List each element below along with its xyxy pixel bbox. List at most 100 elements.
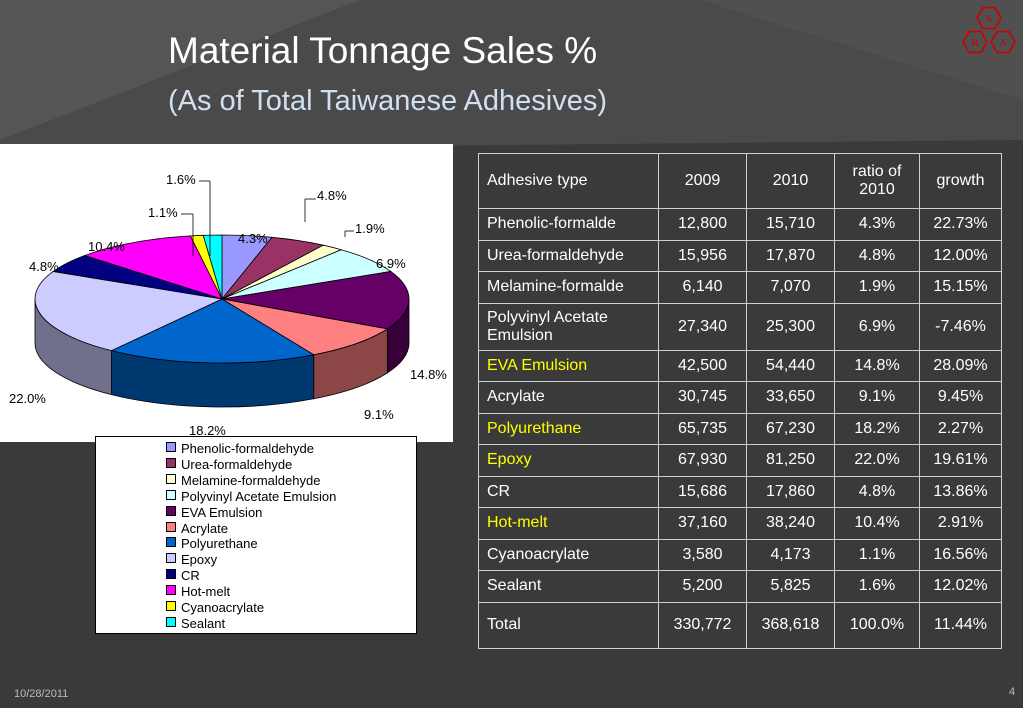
legend-label: Acrylate xyxy=(181,520,228,536)
table-cell: 3,580 xyxy=(658,538,747,571)
table-cell: 13.86% xyxy=(919,475,1002,508)
legend-label: Cyanoacrylate xyxy=(181,600,265,615)
table-cell: 19.61% xyxy=(919,444,1002,477)
legend-item: Cyanoacrylate xyxy=(166,600,264,615)
table-header-cell: growth xyxy=(919,153,1002,209)
table-row: CR 15,686 17,860 4.8% 13.86% xyxy=(478,475,1002,508)
table-cell: 65,735 xyxy=(658,412,747,445)
pie-slice-eva-emulsion xyxy=(221,271,410,330)
adhesive-type-cell: Hot-melt xyxy=(478,507,659,540)
table-row: Total 330,772 368,618 100.0% 11.44% xyxy=(478,601,1002,649)
table-cell: 12,800 xyxy=(658,208,747,241)
adhesive-type-cell: Melamine-formalde xyxy=(478,271,659,304)
table-cell: 17,870 xyxy=(746,239,835,272)
table-cell: 18.2% xyxy=(834,412,920,445)
table-cell: 4,173 xyxy=(746,538,835,571)
table-cell: 10.4% xyxy=(834,507,920,540)
adhesive-type-cell: Phenolic-formalde xyxy=(478,208,659,241)
legend-swatch xyxy=(166,489,176,500)
table-cell: 6.9% xyxy=(834,302,920,351)
adhesive-type-cell: Urea-formaldehyde xyxy=(478,239,659,272)
pie-data-label: 1.9% xyxy=(355,221,385,236)
table-cell: 15,686 xyxy=(658,475,747,508)
table-cell: 33,650 xyxy=(746,381,835,414)
legend-label: Epoxy xyxy=(181,552,218,568)
legend-item: CR xyxy=(166,568,200,583)
slide-page-number: 4 xyxy=(1009,686,1016,698)
table-header-cell: 2010 xyxy=(746,153,835,209)
legend-label: Polyvinyl Acetate Emulsion xyxy=(181,488,337,504)
table-row: EVA Emulsion 42,500 54,440 14.8% 28.09% xyxy=(478,349,1002,382)
legend-swatch xyxy=(166,569,176,580)
pie-data-label: 4.3% xyxy=(238,231,268,246)
table-cell: 81,250 xyxy=(746,444,835,477)
legend-label: CR xyxy=(181,568,200,584)
table-cell: 38,240 xyxy=(746,507,835,540)
table-header-cell: Adhesive type xyxy=(478,153,659,209)
table-row: Polyvinyl Acetate Emulsion 27,340 25,300 6.… xyxy=(478,302,1002,351)
table-cell: 5,825 xyxy=(746,570,835,603)
pie-slice-epoxy xyxy=(34,271,224,352)
table-cell: 1.6% xyxy=(834,570,920,603)
table-row: Melamine-formalde 6,140 7,070 1.9% 15.15% xyxy=(478,271,1002,304)
legend-label: Melamine-formaldehyde xyxy=(181,472,321,488)
legend-swatch xyxy=(166,505,176,516)
legend-item: EVA Emulsion xyxy=(166,505,262,520)
logo-letter: S xyxy=(986,13,992,25)
table-cell: 15,956 xyxy=(658,239,747,272)
pie-data-label: 10.4% xyxy=(88,239,125,254)
legend-swatch xyxy=(166,442,176,452)
legend-label: Urea-formaldehyde xyxy=(181,456,293,472)
legend-label: Polyurethane xyxy=(181,536,258,552)
table-row: Acrylate 30,745 33,650 9.1% 9.45% xyxy=(478,381,1002,414)
table-cell: 22.73% xyxy=(919,208,1002,241)
table-cell: -7.46% xyxy=(919,302,1002,351)
legend-label: Hot-melt xyxy=(181,584,231,600)
adhesive-table: Adhesive type 2009 2010 ratio of 2010 growth… xyxy=(478,153,1002,649)
pie-data-label: 22.0% xyxy=(9,391,46,406)
legend-swatch xyxy=(166,616,176,627)
table-cell: 9.1% xyxy=(834,381,920,414)
table-cell: 1.9% xyxy=(834,271,920,304)
table-cell: 7,070 xyxy=(746,271,835,304)
slide-title: Material Tonnage Sales % xyxy=(168,30,598,71)
table-cell: 4.8% xyxy=(834,239,920,272)
table-cell: 15.15% xyxy=(919,271,1002,304)
pie-data-label: 1.6% xyxy=(166,172,196,187)
logo-hexagon xyxy=(976,6,1002,30)
logo-hexagon xyxy=(990,30,1016,54)
table-cell: 12.02% xyxy=(919,570,1002,603)
legend-swatch xyxy=(166,473,176,484)
pie-data-label: 14.8% xyxy=(410,367,447,382)
legend-item: Melamine-formaldehyde xyxy=(166,473,320,488)
table-cell: 15,710 xyxy=(746,208,835,241)
company-logo: SR A xyxy=(962,6,1016,54)
table-cell: 25,300 xyxy=(746,302,835,351)
table-cell: 11.44% xyxy=(919,601,1002,649)
slide-date: 10/28/2011 xyxy=(14,688,69,700)
table-row: Epoxy 67,930 81,250 22.0% 19.61% xyxy=(478,444,1002,477)
adhesive-type-cell: Polyurethane xyxy=(478,412,659,445)
legend-item: Hot-melt xyxy=(166,584,230,599)
pie-data-label: 1.1% xyxy=(148,205,178,220)
table-cell: 5,200 xyxy=(658,570,747,603)
adhesive-type-cell: Sealant xyxy=(478,570,659,603)
legend-item: Polyvinyl Acetate Emulsion xyxy=(166,489,336,504)
pie-data-label: 18.2% xyxy=(189,423,226,438)
table-cell: 2.91% xyxy=(919,507,1002,540)
legend-swatch xyxy=(166,553,176,564)
table-cell: 2.27% xyxy=(919,412,1002,445)
table-cell: 100.0% xyxy=(834,601,920,649)
legend-item: Acrylate xyxy=(166,521,228,536)
slide-subtitle: (As of Total Taiwanese Adhesives) xyxy=(168,85,608,117)
table-row: Hot-melt 37,160 38,240 10.4% 2.91% xyxy=(478,507,1002,540)
adhesive-type-cell: CR xyxy=(478,475,659,508)
table-header-cell: ratio of 2010 xyxy=(834,153,920,209)
table-cell: 12.00% xyxy=(919,239,1002,272)
legend-label: EVA Emulsion xyxy=(181,504,263,520)
legend-item: Phenolic-formaldehyde xyxy=(166,441,314,456)
legend-swatch xyxy=(166,585,176,596)
table-cell: 42,500 xyxy=(658,349,747,382)
adhesive-type-cell: EVA Emulsion xyxy=(478,349,659,382)
